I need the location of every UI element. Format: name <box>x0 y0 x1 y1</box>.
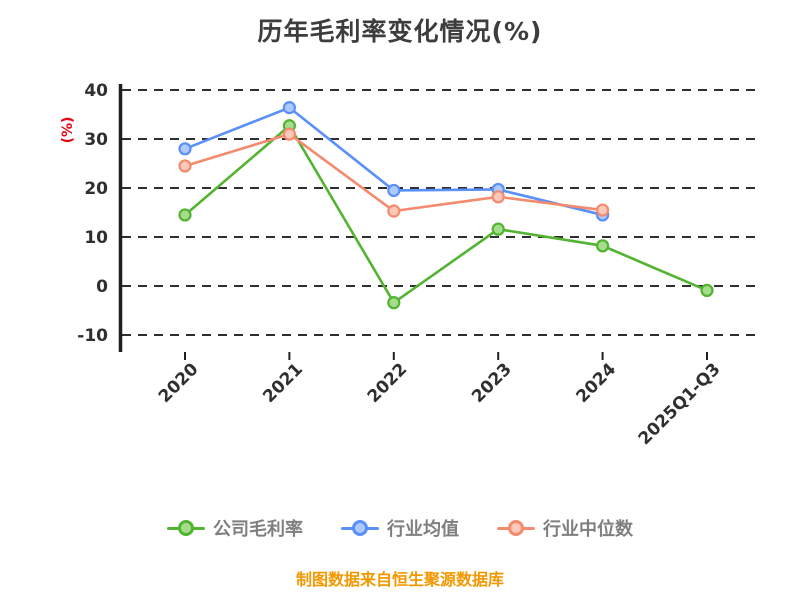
x-axis-ticks <box>184 352 708 360</box>
legend-item: 行业均值 <box>341 515 459 541</box>
data-source-note: 制图数据来自恒生聚源数据库 <box>295 570 504 589</box>
y-tick-label: 40 <box>84 81 108 101</box>
legend-label: 行业中位数 <box>543 519 633 540</box>
y-tick-label: 10 <box>84 228 108 248</box>
x-tick-label: 2022 <box>364 359 412 407</box>
legend-label: 公司毛利率 <box>213 519 303 540</box>
data-point-marker <box>178 159 192 173</box>
data-point-marker <box>700 283 714 298</box>
legend-marker-icon <box>341 519 379 537</box>
x-tick-label: 2024 <box>573 359 621 407</box>
legend-marker-icon <box>167 519 205 537</box>
data-point-marker <box>387 183 401 198</box>
y-tick-label: 20 <box>84 179 108 199</box>
y-axis-label: (%) <box>60 117 76 144</box>
legend-item: 公司毛利率 <box>167 515 303 541</box>
x-tick-label: 2025Q1-Q3 <box>635 359 725 449</box>
x-tick-label: 2021 <box>259 359 307 407</box>
legend-circle-icon <box>508 520 524 536</box>
legend-marker-icon <box>497 519 535 537</box>
legend: 公司毛利率 行业均值 行业中位数 <box>0 515 800 541</box>
y-axis-tick-labels: 40 30 20 10 0 -10 <box>77 81 108 346</box>
legend-label: 行业均值 <box>387 519 459 540</box>
legend-circle-icon <box>178 520 194 536</box>
line-chart: 40 30 20 10 0 -10 2020 2021 2022 2023 2024 2025Q1-… <box>60 81 760 449</box>
data-point-marker <box>491 222 505 236</box>
data-point-marker <box>282 101 296 115</box>
gridlines <box>122 89 760 336</box>
data-point-marker <box>491 190 505 204</box>
data-point-marker <box>387 296 401 310</box>
series-line <box>184 123 708 305</box>
data-point-marker <box>178 208 192 222</box>
y-tick-label: -10 <box>77 326 108 346</box>
data-point-marker <box>595 203 610 217</box>
y-tick-label: 0 <box>96 277 108 297</box>
data-point-marker <box>595 239 610 253</box>
legend-item: 行业中位数 <box>497 515 633 541</box>
x-tick-label: 2020 <box>155 359 203 407</box>
data-point-marker <box>387 204 401 218</box>
x-tick-label: 2023 <box>468 359 516 407</box>
chart-title: 历年毛利率变化情况(%) <box>257 17 543 46</box>
data-series <box>178 101 714 310</box>
data-point-marker <box>178 142 192 156</box>
x-axis-tick-labels: 2020 2021 2022 2023 2024 2025Q1-Q3 <box>155 359 725 449</box>
legend-circle-icon <box>352 520 368 536</box>
y-tick-label: 30 <box>84 130 108 150</box>
data-point-marker <box>282 127 296 141</box>
